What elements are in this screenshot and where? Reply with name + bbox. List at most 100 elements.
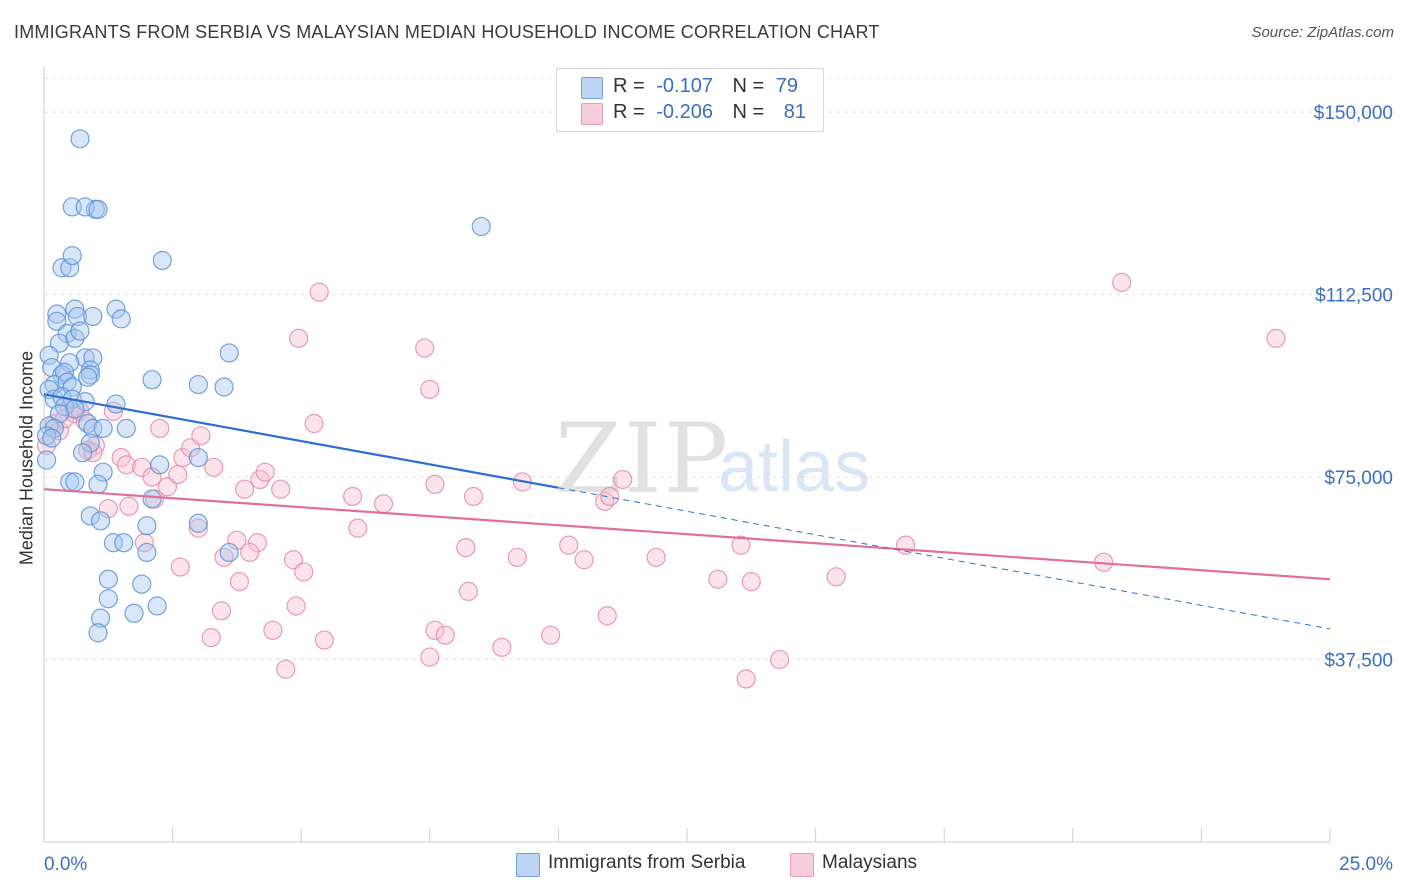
malaysian-point (425, 620, 445, 640)
serbia-point (93, 418, 113, 438)
malaysian-point (425, 474, 445, 494)
malaysian-point (559, 535, 579, 555)
serbia-point (83, 306, 103, 327)
serbia-point (106, 299, 126, 319)
serbia-point (78, 367, 98, 387)
legend-r-label: R = (613, 75, 645, 97)
malaysian-point (168, 464, 188, 485)
legend-r-label: R = (613, 101, 645, 123)
y-tick-label: $112,500 (1315, 286, 1393, 307)
serbia-point (52, 258, 72, 278)
malaysian-point (98, 499, 118, 519)
serbia-point (65, 299, 85, 319)
bottom-legend-swatch-serbia (516, 853, 540, 877)
bottom-legend-swatch-malaysian (790, 853, 814, 877)
serbia-point (106, 394, 126, 414)
malaysian-point (1112, 272, 1132, 292)
serbia-point (137, 516, 157, 536)
serbia-point (65, 472, 85, 492)
malaysian-point (240, 542, 260, 563)
source-credit: Source: ZipAtlas.com (1251, 24, 1394, 41)
watermark-zip: ZIP (555, 403, 730, 515)
serbia-point (70, 321, 90, 341)
serbia-point (39, 345, 59, 365)
serbia-point (80, 506, 100, 526)
malaysian-point (116, 455, 136, 475)
serbia-point (116, 418, 136, 438)
legend-swatch-serbia (581, 77, 603, 99)
malaysian-point (263, 620, 283, 640)
serbia-point (88, 474, 108, 494)
malaysian-point (150, 418, 170, 438)
malaysian-point (75, 411, 95, 431)
malaysian-trend-line (43, 488, 1331, 581)
serbia-point (103, 533, 124, 553)
malaysian-point (613, 469, 633, 490)
serbia-point (88, 623, 108, 643)
serbia-point (67, 306, 88, 327)
legend-n-label: N = (732, 75, 765, 97)
malaysian-point (286, 596, 306, 616)
chart-title: IMMIGRANTS FROM SERBIA VS MALAYSIAN MEDI… (14, 22, 880, 42)
serbia-point (60, 258, 80, 278)
malaysian-point (201, 628, 221, 648)
serbia-point (188, 513, 208, 533)
malaysian-point (255, 462, 275, 482)
serbia-point (90, 511, 111, 531)
malaysian-point (456, 537, 476, 558)
y-tick-label: $150,000 (1314, 103, 1393, 124)
malaysian-point (283, 550, 304, 570)
legend-n-value-malaysian: 81 (783, 101, 807, 123)
y-tick-label: $37,500 (1324, 651, 1393, 672)
y-tick-labels: $37,500 $75,000 $112,500 $150,000 (1314, 103, 1393, 671)
malaysian-point (157, 477, 178, 497)
serbia-point (132, 574, 152, 594)
serbia-point (47, 304, 67, 324)
malaysian-point (294, 562, 314, 582)
legend-r-value-malaysian: -0.206 (656, 101, 713, 123)
malaysian-point (289, 328, 309, 348)
malaysian-point (420, 379, 440, 400)
serbia-point (80, 360, 100, 380)
serbia-point (219, 343, 239, 363)
watermark-atlas: atlas (718, 427, 870, 507)
malaysian-point (343, 486, 363, 507)
y-axis-label: Median Household Income (16, 350, 37, 566)
serbia-point (147, 596, 167, 616)
malaysian-point (541, 625, 561, 645)
stats-legend: R = -0.107 N = 79 R = -0.206 N = 81 (556, 68, 824, 132)
malaysian-point (78, 440, 98, 460)
serbia-point (47, 311, 67, 331)
malaysian-point (170, 557, 190, 577)
malaysian-point (736, 669, 756, 689)
malaysian-point (142, 467, 162, 487)
serbia-point (93, 462, 113, 482)
malaysian-point (188, 518, 208, 538)
serbia-point (98, 569, 118, 589)
malaysian-point (741, 572, 761, 592)
malaysian-point (49, 421, 70, 441)
malaysian-point (309, 282, 329, 302)
serbia-point (72, 443, 93, 463)
malaysian-points (36, 272, 1286, 689)
serbia-point (152, 250, 172, 271)
serbia-point (188, 447, 208, 468)
malaysian-point (211, 601, 232, 621)
malaysian-point (271, 479, 291, 499)
serbia-trend-line (43, 393, 559, 489)
serbia-point (80, 365, 100, 385)
malaysian-point (646, 547, 666, 567)
malaysian-point (463, 486, 484, 507)
malaysian-point (348, 518, 368, 538)
legend-n-value-serbia: 79 (775, 75, 799, 97)
malaysian-point (435, 625, 455, 645)
trend-lines (43, 393, 1331, 630)
legend-n-label: N = (732, 101, 765, 123)
serbia-point (150, 455, 170, 475)
serbia-point (36, 450, 57, 470)
malaysian-point (227, 530, 247, 550)
malaysian-point (574, 550, 594, 570)
serbia-points (36, 129, 491, 643)
malaysian-point (597, 606, 617, 626)
